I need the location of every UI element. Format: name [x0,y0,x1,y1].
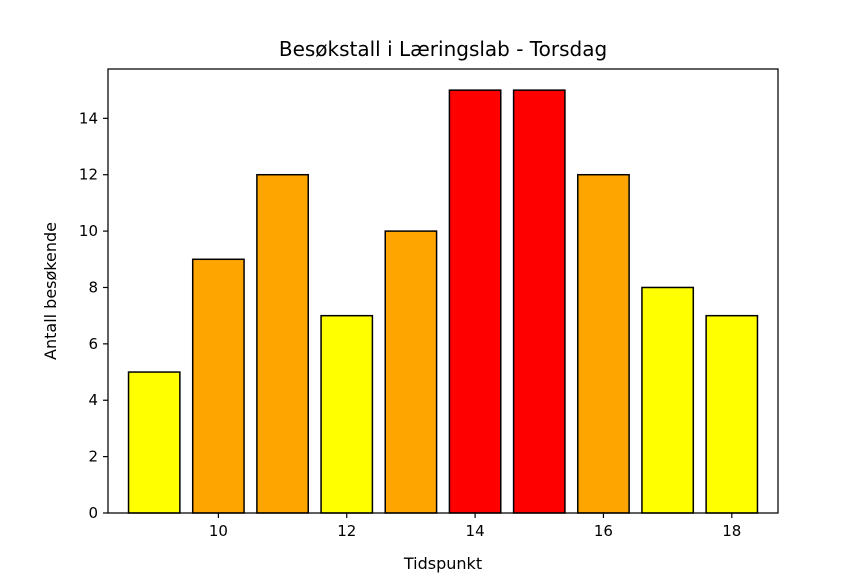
y-tick-label: 8 [88,278,98,296]
bar-15 [512,89,566,514]
x-axis-label: Tidspunkt [403,554,482,573]
x-tick-label: 16 [594,522,613,540]
bar-11 [256,173,309,514]
y-axis-label: Antall besøkende [41,222,60,360]
y-tick-label: 2 [88,448,98,466]
x-tick-label: 18 [722,522,741,540]
y-tick-label: 14 [79,109,98,127]
bar-18 [705,314,759,514]
y-tick-label: 4 [88,391,98,409]
bar-9 [127,371,181,514]
y-axis-ticks: 0 2 4 6 8 10 12 14 [79,109,108,522]
x-tick-label: 14 [466,522,485,540]
bar-10 [191,258,245,514]
plot-frame [107,68,779,514]
bar-13 [384,230,438,514]
y-tick-label: 0 [88,504,98,522]
x-tick-label: 12 [337,522,356,540]
bar-14 [448,89,502,514]
y-tick-label: 6 [88,335,98,353]
bar-12 [320,314,374,514]
bars-group [127,89,759,514]
y-tick-label: 12 [79,166,98,184]
x-tick-label: 10 [209,522,228,540]
y-tick-label: 10 [79,222,98,240]
x-axis-ticks: 10 12 14 16 18 [209,513,741,540]
chart-title: Besøkstall i Læringslab - Torsdag [279,37,607,61]
bar-16 [577,173,630,514]
bar-17 [641,286,695,514]
